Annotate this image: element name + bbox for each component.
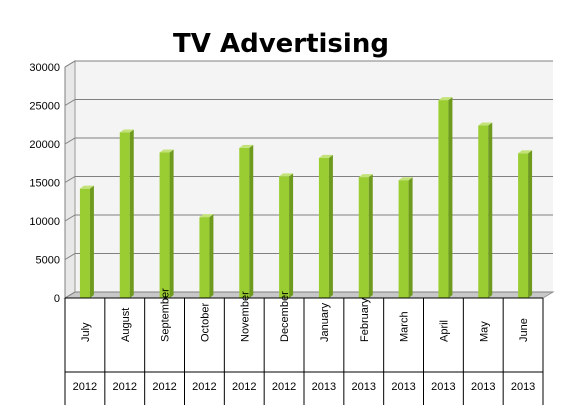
x-tick-label: July — [80, 322, 92, 342]
bar-side — [209, 214, 214, 298]
gridline — [64, 291, 553, 299]
x-tick-label: September — [160, 288, 172, 342]
y-tick-label: 20000 — [29, 139, 60, 151]
y-tick-label: 30000 — [29, 62, 60, 74]
x-tick-label: August — [120, 308, 132, 342]
x-year-label: 2012 — [272, 381, 296, 393]
bar-top — [438, 97, 453, 101]
x-year-label: 2012 — [73, 381, 97, 393]
gridline — [64, 176, 553, 183]
bar-top — [279, 173, 294, 177]
bar-top — [199, 214, 214, 218]
bar-side — [169, 149, 174, 298]
x-year-label: 2013 — [431, 381, 455, 393]
bar-top — [398, 177, 413, 181]
bar-side — [289, 173, 294, 298]
bar — [79, 188, 90, 298]
x-year-label: 2013 — [312, 381, 336, 393]
gridline — [64, 253, 553, 260]
bar-side — [448, 97, 453, 298]
x-year-label: 2013 — [471, 381, 495, 393]
x-tick-label: March — [399, 311, 411, 342]
gridline — [64, 60, 553, 68]
bar-top — [358, 174, 373, 178]
bar-side — [328, 154, 333, 298]
bar-top — [478, 122, 493, 126]
bar — [438, 100, 449, 298]
x-year-label: 2012 — [232, 381, 256, 393]
bar-side — [368, 174, 373, 298]
bar-top — [159, 149, 174, 153]
gridline — [64, 99, 553, 106]
bar-side — [89, 185, 94, 298]
bar-top — [119, 129, 134, 133]
x-tick-label: May — [478, 321, 490, 342]
x-tick-label: November — [239, 291, 251, 342]
x-tick-label: April — [438, 320, 450, 342]
bar — [358, 177, 369, 298]
bar-side — [528, 150, 533, 298]
x-year-label: 2012 — [113, 381, 137, 393]
bar — [398, 180, 409, 298]
y-tick-label: 15000 — [29, 178, 60, 190]
bar-side — [129, 129, 134, 298]
bar — [239, 147, 250, 298]
bar-top — [518, 150, 533, 154]
x-year-label: 2013 — [511, 381, 535, 393]
bar-side — [249, 144, 254, 298]
bar — [159, 152, 170, 298]
bar — [318, 157, 329, 298]
x-year-label: 2013 — [391, 381, 415, 393]
bar-side — [488, 122, 493, 299]
bar-top — [318, 154, 333, 158]
bar-side — [408, 177, 413, 298]
bar — [199, 217, 210, 298]
x-tick-label: October — [199, 303, 211, 342]
bar-top — [239, 144, 254, 148]
bar — [119, 132, 130, 298]
gridline — [64, 137, 553, 145]
chart-title: TV Advertising — [173, 29, 389, 59]
x-tick-label: June — [518, 318, 530, 342]
x-tick-label: December — [279, 291, 291, 342]
bar — [279, 176, 290, 298]
bar — [478, 125, 489, 299]
x-year-label: 2012 — [192, 381, 216, 393]
x-tick-label: February — [359, 297, 371, 342]
plot-area: 0 5000 10000 15000 20000 25000 30000 July August… — [29, 60, 555, 405]
x-year-label: 2012 — [152, 381, 176, 393]
bar — [518, 153, 529, 298]
y-tick-label: 25000 — [29, 101, 60, 113]
gridline — [64, 214, 553, 222]
y-tick-label: 5000 — [36, 255, 60, 267]
x-tick-label: January — [319, 302, 331, 342]
x-year-label: 2013 — [352, 381, 376, 393]
y-tick-label: 10000 — [29, 216, 60, 228]
bar-top — [79, 185, 94, 189]
y-tick-label: 0 — [54, 293, 60, 305]
